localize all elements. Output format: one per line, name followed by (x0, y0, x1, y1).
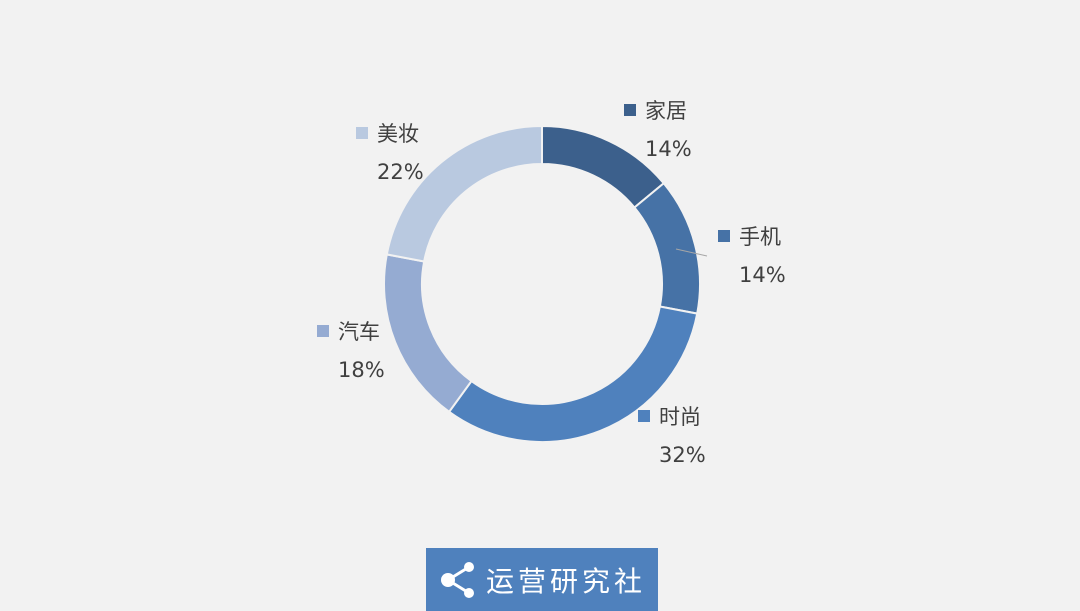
percent-label: 32% (659, 443, 706, 467)
category-label: 汽车 (338, 320, 380, 344)
category-label: 美妆 (377, 122, 419, 146)
label-shishang: 时尚 32% (638, 398, 706, 474)
label-shouji: 手机 14% (718, 218, 786, 294)
legend-swatch (624, 104, 636, 116)
brand-logo: 运营研究社 (426, 548, 658, 611)
percent-label: 22% (377, 160, 424, 184)
legend-swatch (718, 230, 730, 242)
legend-swatch (317, 325, 329, 337)
donut-slice-3 (383, 253, 473, 414)
legend-swatch (356, 127, 368, 139)
category-label: 时尚 (659, 405, 701, 429)
category-label: 手机 (739, 225, 781, 249)
donut-slice-1 (633, 181, 701, 315)
percent-label: 14% (645, 137, 692, 161)
share-icon (441, 561, 474, 598)
percent-label: 14% (739, 263, 786, 287)
label-meizhuang: 美妆 22% (356, 115, 424, 191)
donut-slice-4 (385, 124, 543, 263)
logo-text: 运营研究社 (486, 564, 647, 598)
category-label: 家居 (645, 99, 687, 123)
percent-label: 18% (338, 358, 385, 382)
label-jiaju: 家居 14% (624, 92, 692, 168)
legend-swatch (638, 410, 650, 422)
leader-line (675, 248, 708, 257)
label-qiche: 汽车 18% (317, 313, 385, 389)
